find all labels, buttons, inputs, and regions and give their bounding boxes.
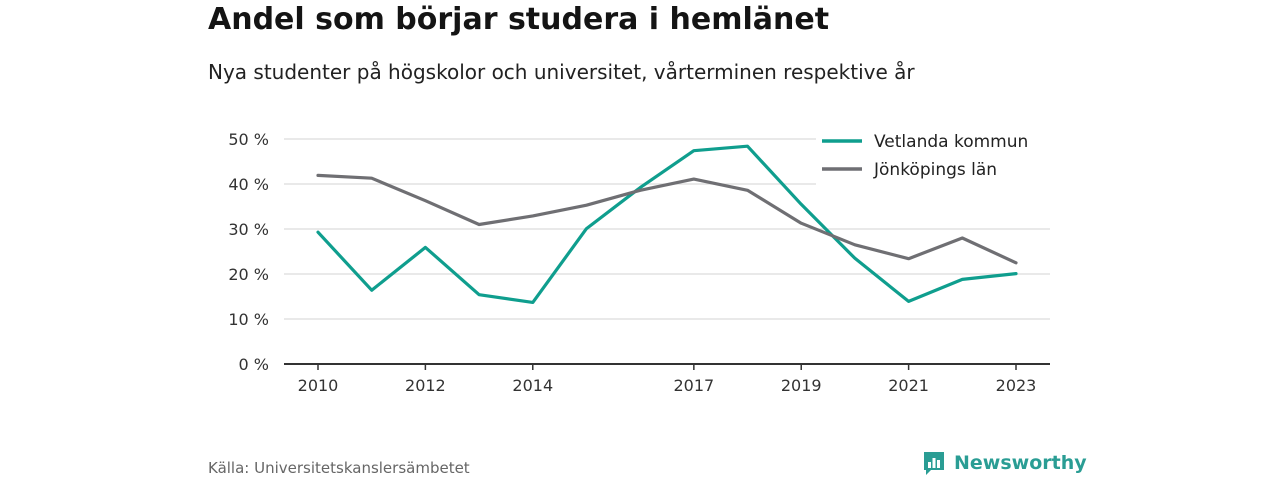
x-tick-label: 2014	[512, 376, 553, 395]
y-tick-label: 10 %	[228, 310, 269, 329]
x-tick-label: 2019	[781, 376, 822, 395]
series-line-2	[316, 173, 1018, 265]
chart-title: Andel som börjar studera i hemlänet	[208, 2, 830, 37]
y-tick-label: 30 %	[228, 220, 269, 239]
x-axis: 2010 2012 2014 2017 2019 2021 2023	[284, 363, 1050, 395]
x-tick-label: 2023	[996, 376, 1037, 395]
series-lines	[316, 144, 1018, 304]
legend: Vetlanda kommun Jönköpings län	[816, 124, 1050, 186]
bar-chart-icon	[924, 452, 944, 475]
y-axis-ticks: 0 % 10 % 20 % 30 % 40 % 50 %	[228, 130, 269, 374]
x-tick-label: 2012	[405, 376, 446, 395]
legend-label: Jönköpings län	[873, 160, 997, 180]
legend-label: Vetlanda kommun	[874, 132, 1028, 152]
y-tick-label: 20 %	[228, 265, 269, 284]
brand-logo: Newsworthy	[922, 450, 1087, 476]
brand-name: Newsworthy	[954, 452, 1087, 474]
x-tick-label: 2010	[298, 376, 339, 395]
legend-background	[816, 124, 1050, 186]
series-line-1	[316, 144, 1018, 304]
y-tick-label: 40 %	[228, 175, 269, 194]
x-tick-label: 2021	[888, 376, 929, 395]
x-tick-label: 2017	[673, 376, 714, 395]
source-note: Källa: Universitetskanslersämbetet	[208, 459, 470, 477]
chart-subtitle: Nya studenter på högskolor och universit…	[208, 60, 915, 84]
y-tick-label: 0 %	[239, 355, 269, 374]
y-tick-label: 50 %	[228, 130, 269, 149]
